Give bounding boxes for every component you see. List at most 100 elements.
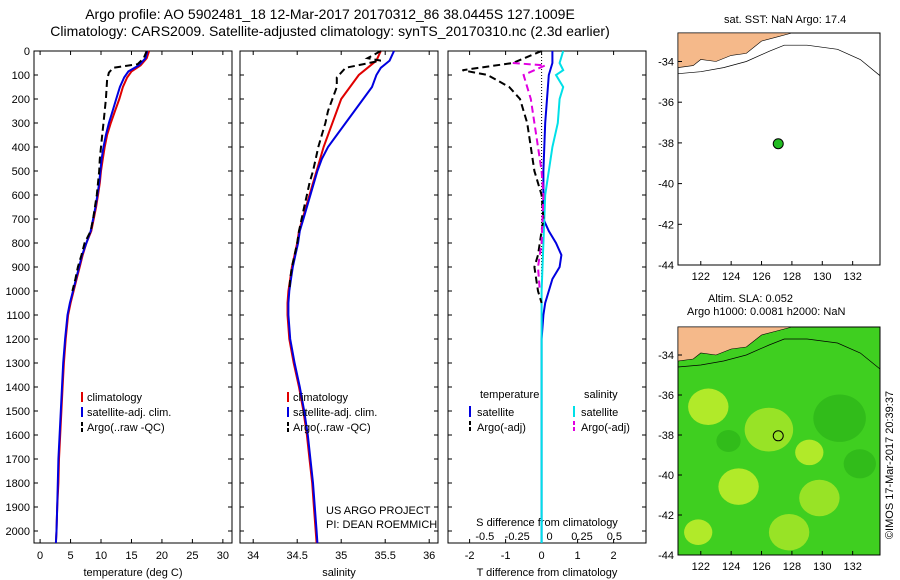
x-tick-label-temperature: 15 [125, 550, 137, 562]
x-axis-label-difference: T difference from climatology [477, 567, 618, 579]
legend-label-temperature: Argo(..raw -QC) [87, 422, 165, 434]
x-tick-label-difference: -2 [465, 550, 475, 562]
s-tick-label: 0.25 [571, 531, 592, 543]
legend-label-salinity: climatology [293, 392, 349, 404]
legend-label-t: Argo(-adj) [477, 422, 526, 434]
map-y-tick-label-bottom: -36 [658, 390, 674, 402]
argo-marker-bottom [772, 430, 784, 442]
legend-label-s: Argo(-adj) [581, 422, 630, 434]
map-x-tick-label-top: 122 [692, 271, 710, 283]
depth-contour-bottom [677, 338, 881, 370]
s-tick-label: 0 [547, 531, 553, 543]
credit-pi: PI: DEAN ROEMMICH [326, 519, 438, 531]
y-tick-label: 2000 [6, 526, 30, 538]
s-tick-label: 0.5 [607, 531, 622, 543]
y-tick-label: 1800 [6, 478, 30, 490]
map-y-tick-label-top: -42 [658, 219, 674, 231]
legend-label-t: satellite [477, 407, 514, 419]
x-tick-label-temperature: 10 [95, 550, 107, 562]
map-y-tick-label-bottom: -38 [658, 430, 674, 442]
sla-blob-bottom [799, 479, 840, 517]
x-tick-label-temperature: 25 [186, 550, 198, 562]
legend-label-s: satellite [581, 407, 618, 419]
x-tick-label-temperature: 0 [37, 550, 43, 562]
y-tick-label: 1900 [6, 502, 30, 514]
y-tick-label: 1000 [6, 286, 30, 298]
map-x-tick-label-bottom: 128 [783, 561, 801, 573]
map-x-tick-label-top: 124 [722, 271, 740, 283]
x-axis-label-salinity: salinity [322, 567, 356, 579]
panel-frame-salinity [239, 50, 439, 544]
land-bottom [677, 326, 792, 362]
legend-label-salinity: Argo(..raw -QC) [293, 422, 371, 434]
credit-imos: ©IMOS 17-Mar-2017 20:39:37 [884, 391, 896, 539]
x-tick-label-difference: 0 [539, 550, 545, 562]
sla-blob-bottom [744, 407, 794, 452]
map-x-tick-label-bottom: 130 [813, 561, 831, 573]
map-y-tick-label-top: -38 [658, 138, 674, 150]
x-tick-label-temperature: 5 [67, 550, 73, 562]
series-line-difference [512, 62, 546, 292]
legend-label-temperature: climatology [87, 392, 143, 404]
y-tick-label: 1700 [6, 454, 30, 466]
map-x-tick-label-top: 132 [843, 271, 861, 283]
map-x-tick-label-bottom: 124 [722, 561, 740, 573]
header-line-2: Climatology: CARS2009. Satellite-adjuste… [50, 23, 610, 39]
map-x-tick-label-top: 128 [783, 271, 801, 283]
x-tick-label-difference: -1 [501, 550, 511, 562]
y-tick-label: 1400 [6, 382, 30, 394]
credit-project: US ARGO PROJECT [326, 505, 431, 517]
argo-marker-top [772, 138, 784, 150]
legend-title-s: salinity [584, 389, 618, 401]
x-tick-label-salinity: 35.5 [374, 550, 395, 562]
y-tick-label: 0 [24, 46, 30, 58]
series-line-difference [540, 51, 563, 543]
y-tick-label: 600 [12, 190, 30, 202]
sla-blob-bottom [768, 513, 810, 551]
y-tick-label: 1200 [6, 334, 30, 346]
x-tick-label-temperature: 20 [156, 550, 168, 562]
sla-blob-bottom [813, 394, 866, 442]
map-bottom-title-1: Altim. SLA: 0.052 [708, 293, 793, 305]
map-y-tick-label-bottom: -44 [658, 550, 674, 562]
map-top-title: sat. SST: NaN Argo: 17.4 [724, 14, 847, 26]
map-x-tick-label-bottom: 132 [843, 561, 861, 573]
series-line-difference [462, 50, 545, 304]
y-tick-label: 500 [12, 166, 30, 178]
legend-label-temperature: satellite-adj. clim. [87, 407, 171, 419]
land-top [677, 32, 792, 68]
y-tick-label: 400 [12, 142, 30, 154]
x-tick-label-salinity: 36 [423, 550, 435, 562]
s-tick-label: -0.5 [475, 531, 494, 543]
y-tick-label: 300 [12, 118, 30, 130]
sla-blob-bottom [684, 519, 713, 545]
map-y-tick-label-bottom: -34 [658, 350, 674, 362]
panel-frame-temperature [33, 50, 233, 544]
map-bottom-title-2: Argo h1000: 0.0081 h2000: NaN [687, 306, 846, 318]
y-tick-label: 900 [12, 262, 30, 274]
y-tick-label: 800 [12, 238, 30, 250]
sla-blob-bottom [688, 388, 729, 426]
y-tick-label: 1300 [6, 358, 30, 370]
x-tick-label-salinity: 34 [247, 550, 259, 562]
map-x-tick-label-top: 130 [813, 271, 831, 283]
sla-blob-bottom [795, 439, 824, 466]
s-axis-label: S difference from climatology [476, 517, 618, 529]
y-tick-label: 1100 [6, 310, 30, 322]
y-tick-label: 100 [12, 70, 30, 82]
x-tick-label-salinity: 34.5 [286, 550, 307, 562]
x-tick-label-temperature: 30 [217, 550, 229, 562]
s-tick-label: -0.25 [505, 531, 530, 543]
map-y-tick-label-top: -44 [658, 260, 674, 272]
y-tick-label: 1500 [6, 406, 30, 418]
series-line-difference [540, 50, 565, 543]
legend-title-t: temperature [480, 389, 539, 401]
map-x-tick-label-top: 126 [752, 271, 770, 283]
x-tick-label-salinity: 35 [335, 550, 347, 562]
series-line-temperature [54, 50, 149, 544]
map-y-tick-label-top: -34 [658, 56, 674, 68]
y-tick-label: 200 [12, 94, 30, 106]
sla-blob-bottom [716, 430, 741, 452]
series-line-temperature [71, 50, 148, 292]
